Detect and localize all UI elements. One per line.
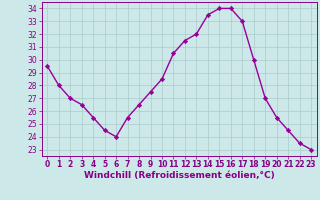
X-axis label: Windchill (Refroidissement éolien,°C): Windchill (Refroidissement éolien,°C) [84, 171, 275, 180]
